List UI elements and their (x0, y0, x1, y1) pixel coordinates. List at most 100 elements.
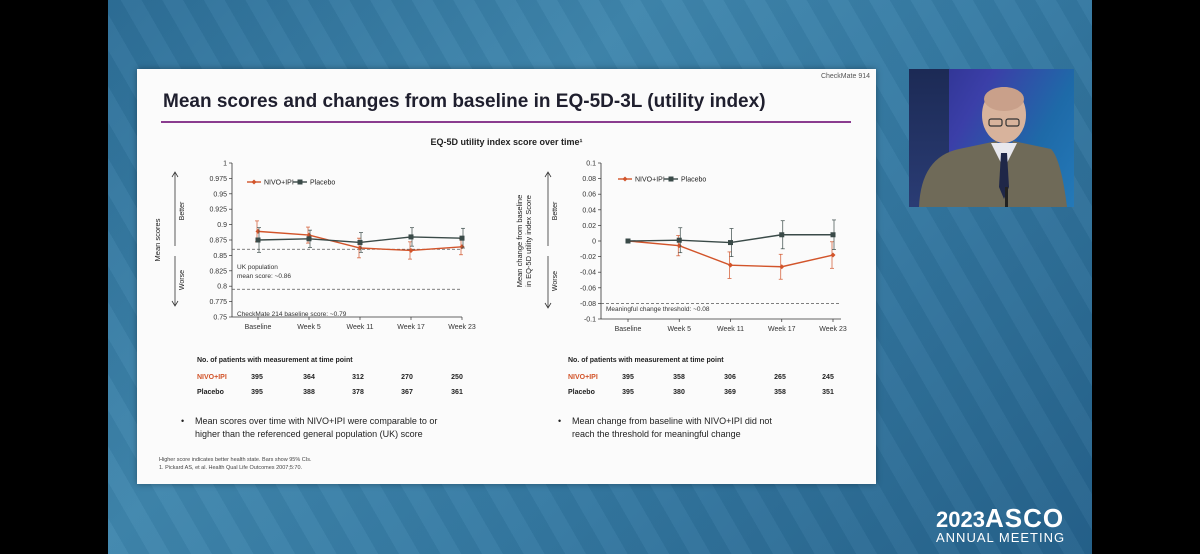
x-tick-label: Week 5 (297, 324, 321, 331)
change-from-baseline-chart: 0.1 0.08 0.06 0.04 0.02 0 -0.02 -0.04 -0.06 -0.08… (515, 161, 847, 334)
better-arrow-head (544, 171, 552, 178)
x-tick-label: Baseline (615, 326, 642, 333)
x-tick-label: Baseline (245, 324, 272, 331)
patients-table-header: No. of patients with measurement at time… (197, 357, 353, 364)
patient-count: 265 (774, 374, 786, 381)
y-axis-title: Mean scores (153, 218, 162, 261)
data-point-placebo (625, 238, 631, 244)
x-tick-label: Week 23 (819, 326, 847, 333)
reference-line-label: mean score: ~0.86 (237, 273, 291, 280)
y-tick-label: 0.1 (586, 161, 596, 168)
footnote-line: 1. Pickard AS, et al. Health Qual Life O… (159, 465, 303, 471)
data-point-placebo (459, 235, 465, 241)
patients-table-right: No. of patients with measurement at time… (568, 357, 868, 402)
y-tick-label: 0.95 (213, 191, 227, 198)
patient-count: 378 (352, 389, 364, 396)
reference-line-label: CheckMate 214 baseline score: ~0.79 (237, 311, 347, 318)
footnote-line: Higher score indicates better health sta… (159, 457, 312, 463)
data-point-placebo (779, 232, 785, 238)
slide-title: Mean scores and changes from baseline in… (163, 91, 766, 112)
y-tick-label: 0.775 (209, 299, 227, 306)
patient-count: 367 (401, 389, 413, 396)
bullet-text: Mean scores over time with NIVO+IPI were… (195, 416, 438, 426)
better-label: Better (552, 201, 559, 220)
bullet-text: reach the threshold for meaningful chang… (572, 429, 741, 439)
x-tick-label: Week 17 (768, 326, 796, 333)
x-tick-label: Week 11 (347, 324, 374, 331)
y-tick-label: 0.06 (582, 192, 596, 199)
worse-arrow-head (544, 302, 552, 309)
y-tick-label: 0.9 (217, 222, 227, 229)
y-tick-label: 0.75 (213, 315, 227, 322)
better-label: Better (179, 201, 186, 220)
logo-year: 2023 (936, 507, 985, 532)
legend-marker (622, 176, 628, 182)
data-point-placebo (306, 236, 312, 242)
microphone (1005, 187, 1008, 207)
y-axis-title: in EQ-5D utility index Score (524, 195, 533, 287)
patients-table-left: No. of patients with measurement at time… (197, 357, 497, 402)
y-tick-label: 0.975 (209, 176, 227, 183)
y-tick-label: -0.02 (580, 254, 596, 261)
legend-label: NIVO+IPI (264, 180, 294, 187)
bullet-left: • Mean scores over time with NIVO+IPI we… (181, 415, 438, 441)
data-point-nivo (459, 244, 465, 250)
row-label-placebo: Placebo (568, 389, 595, 396)
data-point-nivo (255, 228, 261, 234)
legend-marker (251, 179, 257, 185)
patient-count: 395 (622, 374, 634, 381)
data-point-nivo (728, 262, 733, 268)
data-point-placebo (728, 240, 733, 246)
y-tick-label: 0.925 (209, 207, 227, 214)
bullet-dot: • (181, 416, 185, 426)
y-tick-label: 0.825 (209, 268, 227, 275)
data-point-placebo (357, 239, 363, 245)
legend-marker (297, 179, 303, 185)
patient-count: 388 (303, 389, 315, 396)
data-point-nivo (408, 247, 414, 253)
y-tick-label: 0.04 (582, 207, 596, 214)
x-tick-label: Week 11 (717, 326, 744, 333)
patient-count: 395 (251, 374, 263, 381)
patient-count: 395 (622, 389, 634, 396)
legend-marker (668, 176, 674, 182)
row-label-nivo: NIVO+IPI (568, 374, 598, 381)
bullet-text: Mean change from baseline with NIVO+IPI … (572, 416, 772, 426)
data-point-nivo (779, 264, 785, 270)
data-point-placebo (830, 232, 836, 238)
patient-count: 358 (673, 374, 685, 381)
row-label-placebo: Placebo (197, 389, 224, 396)
presentation-slide: CheckMate 914 Mean scores and changes fr… (137, 69, 876, 484)
patient-count: 380 (673, 389, 685, 396)
mean-scores-chart: 1 0.975 0.95 0.925 0.9 0.875 0.85 0.825 0.8 0.775… (153, 161, 476, 332)
better-arrow-head (171, 171, 179, 178)
data-point-placebo (255, 237, 261, 243)
row-label-nivo: NIVO+IPI (197, 374, 227, 381)
legend-label: Placebo (681, 177, 706, 184)
reference-line-label: UK population (237, 264, 278, 271)
y-tick-label: -0.06 (580, 285, 596, 292)
patient-count: 351 (822, 389, 834, 396)
speaker-figure (919, 87, 1067, 207)
y-tick-label: 0.02 (582, 223, 596, 230)
y-tick-label: -0.08 (580, 301, 596, 308)
data-point-nivo (676, 243, 682, 249)
y-tick-label: 0.8 (217, 284, 227, 291)
patient-count: 395 (251, 389, 263, 396)
x-tick-label: Week 5 (667, 326, 691, 333)
x-tick-label: Week 17 (397, 324, 425, 331)
data-point-placebo (408, 234, 414, 240)
bullet-right: • Mean change from baseline with NIVO+IP… (558, 415, 772, 441)
patient-count: 358 (774, 389, 786, 396)
title-underline (161, 121, 851, 123)
bullet-dot: • (558, 416, 562, 426)
x-tick-label: Week 23 (448, 324, 476, 331)
reference-line-label: Meaningful change threshold: ~0.08 (606, 306, 710, 313)
logo-name: ASCO (984, 503, 1065, 533)
bullet-text: higher than the referenced general popul… (195, 429, 423, 439)
y-tick-label: 0.85 (213, 253, 227, 260)
y-tick-label: -0.04 (580, 270, 596, 277)
patient-count: 250 (451, 374, 463, 381)
patient-count: 245 (822, 374, 834, 381)
patient-count: 364 (303, 374, 315, 381)
